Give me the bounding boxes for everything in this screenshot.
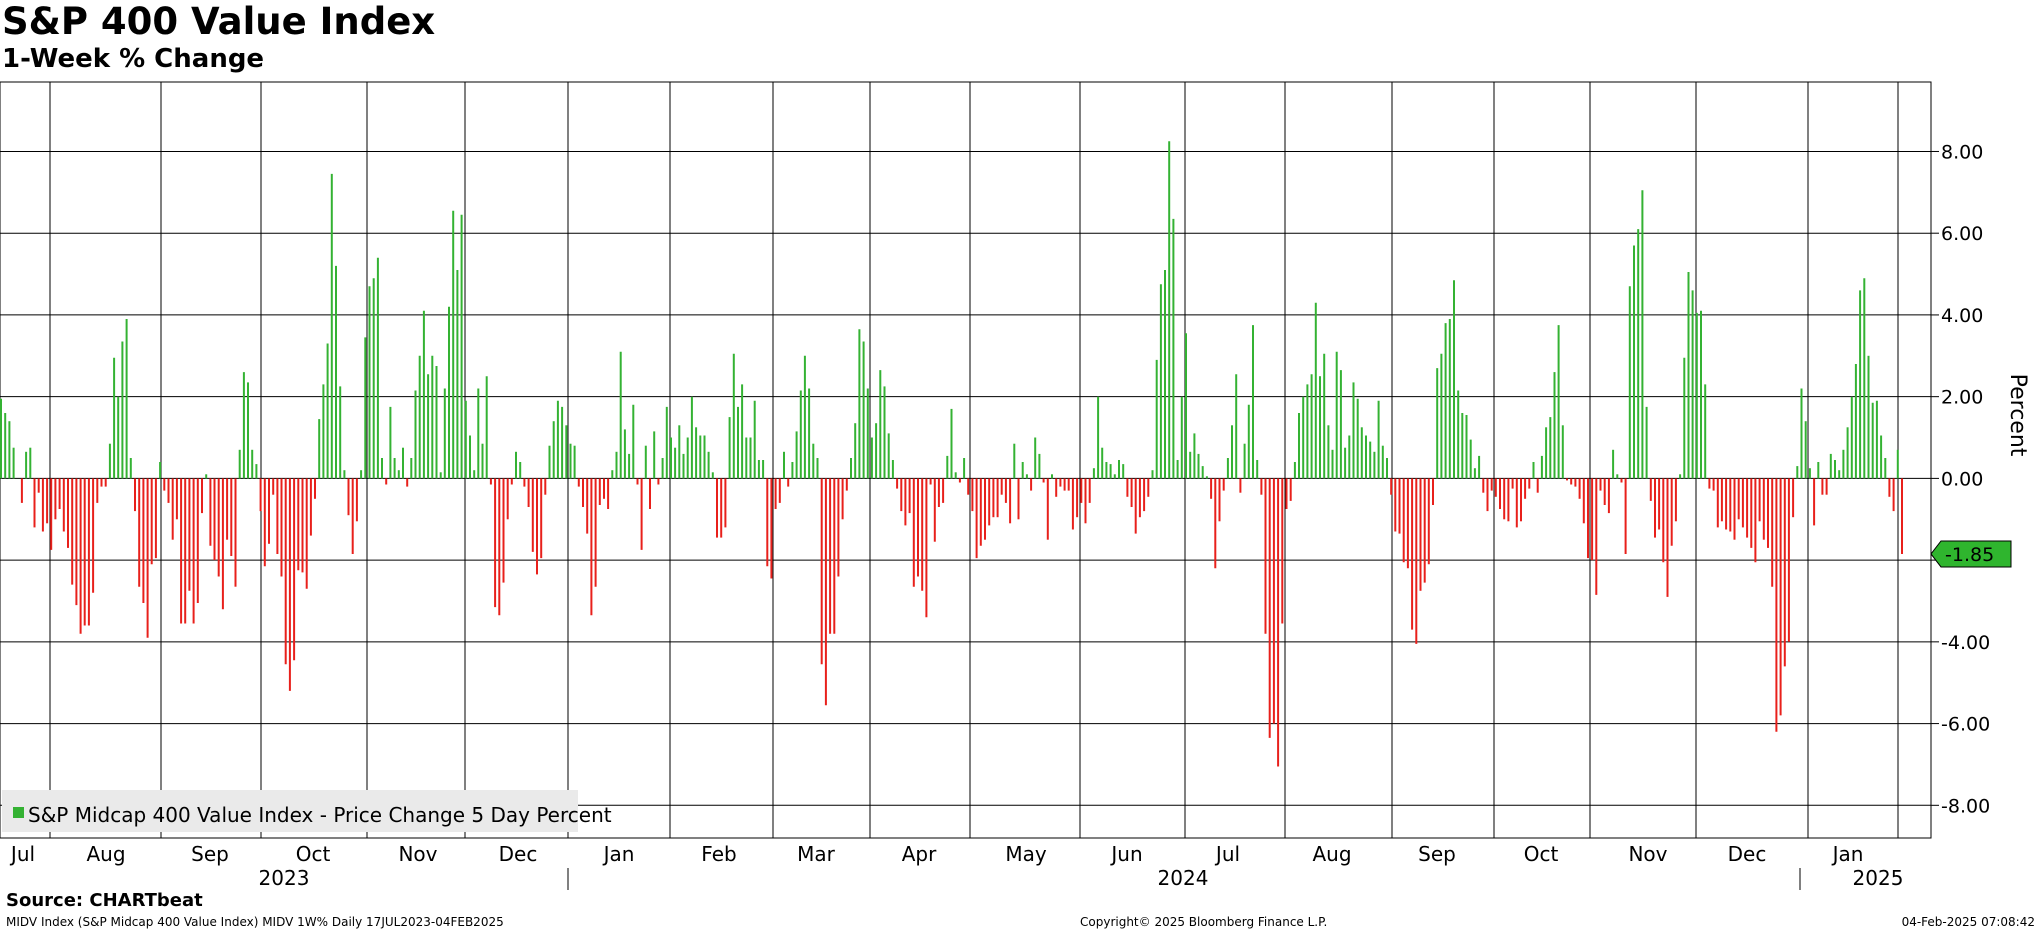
y-tick-label: 8.00 <box>1941 141 1983 163</box>
footer-copyright: Copyright© 2025 Bloomberg Finance L.P. <box>1080 915 1328 929</box>
legend-box <box>2 790 578 832</box>
y-tick-label: -6.00 <box>1941 714 1990 736</box>
x-tick-label: Nov <box>398 842 437 866</box>
x-tick-label: Sep <box>1418 842 1456 866</box>
y-tick-label: 2.00 <box>1941 387 1983 409</box>
x-tick-label: Dec <box>1728 842 1767 866</box>
x-tick-label: Jan <box>1831 842 1864 866</box>
last-value-badge: -1.85 <box>1930 540 2012 568</box>
x-tick-label: Sep <box>191 842 229 866</box>
y-axis-label: Percent <box>2005 374 2030 457</box>
legend: S&P Midcap 400 Value Index - Price Chang… <box>2 790 612 832</box>
chart-subtitle: 1-Week % Change <box>2 44 265 74</box>
footer-index-description: MIDV Index (S&P Midcap 400 Value Index) … <box>6 915 504 929</box>
year-label: 2024 <box>1158 866 1209 890</box>
y-tick-label: -4.00 <box>1941 632 1990 654</box>
y-tick-label: -8.00 <box>1941 795 1990 817</box>
y-tick-label: 0.00 <box>1941 468 1983 490</box>
last-value-label: -1.85 <box>1945 544 1994 566</box>
x-tick-label: Dec <box>499 842 538 866</box>
source-note: Source: CHARTbeat <box>6 890 203 911</box>
x-tick-label: Feb <box>701 842 736 866</box>
x-tick-label: Jul <box>9 842 35 866</box>
plot-area <box>0 81 1932 839</box>
legend-label: S&P Midcap 400 Value Index - Price Chang… <box>28 803 612 827</box>
x-tick-label: May <box>1005 842 1047 866</box>
footer-timestamp: 04-Feb-2025 07:08:42 <box>1901 915 2035 929</box>
x-tick-label: Aug <box>1312 842 1351 866</box>
chart-title: S&P 400 Value Index <box>2 0 436 43</box>
x-tick-label: Jun <box>1109 842 1142 866</box>
y-tick-label: 4.00 <box>1941 305 1983 327</box>
legend-swatch <box>13 807 24 818</box>
x-tick-label: Apr <box>902 842 937 866</box>
x-tick-label: Mar <box>797 842 836 866</box>
x-tick-label: Oct <box>1524 842 1559 866</box>
x-tick-label: Nov <box>1628 842 1667 866</box>
x-tick-label: Aug <box>86 842 125 866</box>
x-tick-label: Oct <box>296 842 331 866</box>
year-label: 2023 <box>259 866 310 890</box>
y-tick-label: 6.00 <box>1941 223 1983 245</box>
x-tick-label: Jan <box>602 842 635 866</box>
last-value-marker <box>1930 540 2012 568</box>
year-label: 2025 <box>1853 866 1904 890</box>
x-tick-label: Jul <box>1214 842 1240 866</box>
